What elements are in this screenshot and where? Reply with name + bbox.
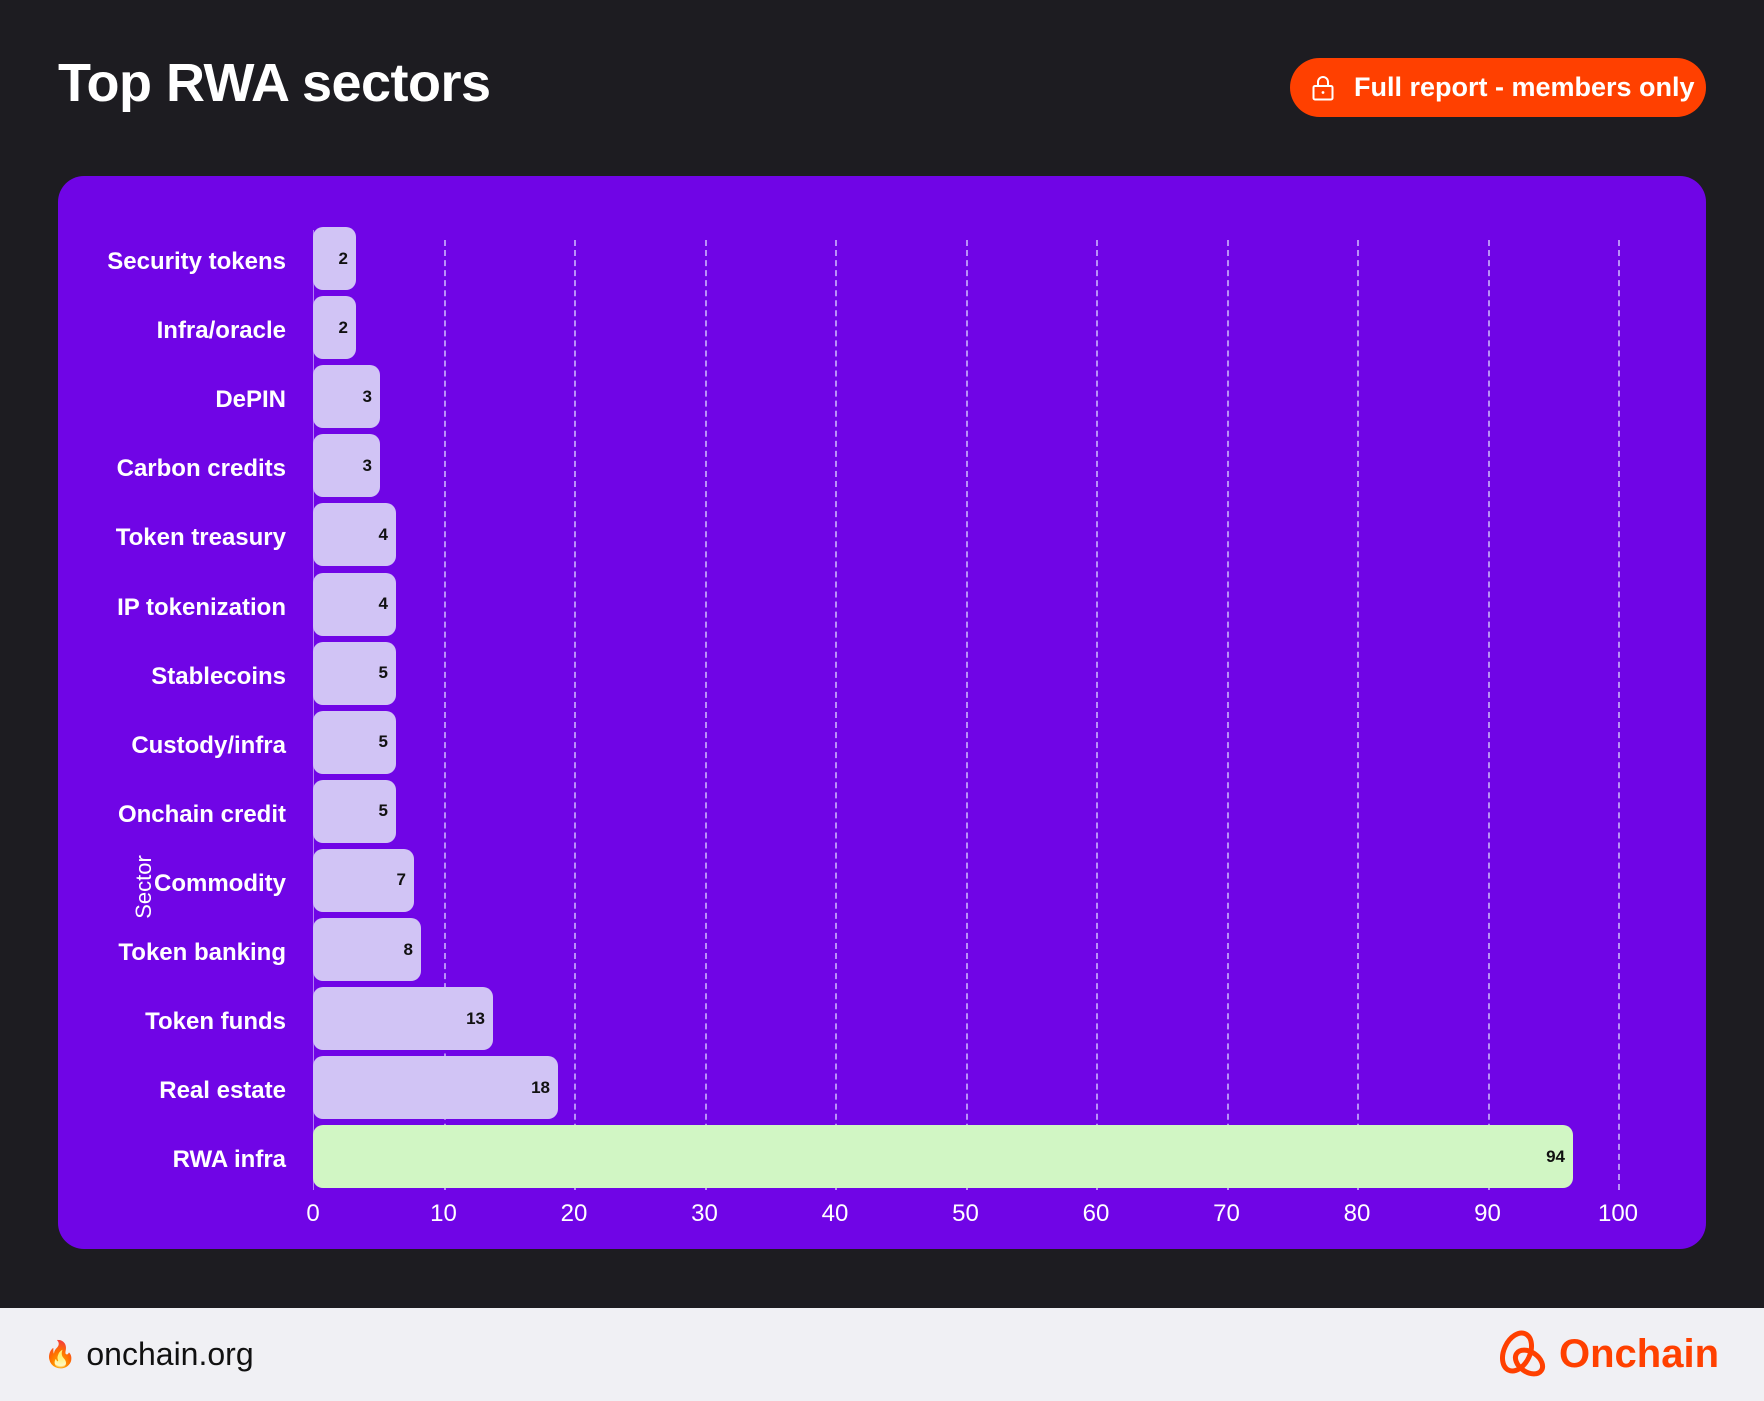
bar-value-label: 5 xyxy=(378,801,388,821)
category-label: RWA infra xyxy=(172,1146,286,1174)
bar-value-label: 3 xyxy=(362,386,372,406)
category-label: Stablecoins xyxy=(151,662,286,690)
category-label: Carbon credits xyxy=(116,455,286,483)
full-report-label: Full report - members only xyxy=(1354,72,1695,102)
bar-value-label: 13 xyxy=(466,1008,485,1028)
bar[interactable]: 8 xyxy=(313,918,421,981)
site-link[interactable]: 🔥 onchain.org xyxy=(44,1336,254,1373)
bar[interactable]: 5 xyxy=(313,641,396,705)
brand-name: Onchain xyxy=(1559,1331,1720,1376)
category-label: Token banking xyxy=(118,939,286,966)
bar-value-label: 5 xyxy=(378,663,388,683)
zero-axis-line xyxy=(313,230,314,1190)
x-tick-label: 70 xyxy=(1213,1200,1240,1227)
x-tick-label: 80 xyxy=(1343,1200,1371,1227)
category-label: Commodity xyxy=(154,869,286,897)
category-label: Real estate xyxy=(159,1077,286,1105)
bar[interactable]: 2 xyxy=(313,227,356,290)
category-label: Onchain credit xyxy=(117,800,286,828)
full-report-button[interactable]: Full report - members only xyxy=(1290,58,1706,117)
bar-value-label: 2 xyxy=(338,248,348,268)
category-label: DePIN xyxy=(215,386,286,414)
gridline xyxy=(1487,240,1490,1190)
bar-value-label: 2 xyxy=(338,317,348,337)
x-tick-label: 10 xyxy=(430,1200,457,1227)
bar-value-label: 4 xyxy=(378,594,388,613)
gridline xyxy=(835,240,837,1190)
category-label: Security tokens xyxy=(107,248,286,275)
bar[interactable]: 3 xyxy=(313,365,380,429)
brand-logo: Onchain xyxy=(1497,1328,1719,1380)
chart-card: Sector 0 10 20 30 40 50 60 70 80 90 100 Security to… xyxy=(58,176,1706,1249)
footer: 🔥 onchain.org Onchain xyxy=(0,1308,1764,1401)
gridline xyxy=(1618,240,1620,1190)
site-label: onchain.org xyxy=(86,1336,254,1372)
bar[interactable]: 5 xyxy=(313,779,396,843)
gridline xyxy=(1226,240,1229,1190)
bar-value-label: 8 xyxy=(403,939,413,959)
x-tick-label: 60 xyxy=(1082,1200,1110,1227)
category-label: Infra/oracle xyxy=(156,317,286,345)
bar[interactable]: 4 xyxy=(313,572,396,636)
bar[interactable]: 4 xyxy=(313,503,396,567)
bar-value-label: 3 xyxy=(362,455,372,475)
lock-icon xyxy=(1312,75,1334,100)
category-label: Token treasury xyxy=(115,524,286,552)
bar[interactable]: 13 xyxy=(313,987,493,1051)
bar-value-label: 4 xyxy=(378,524,388,544)
fire-icon: 🔥 xyxy=(44,1339,77,1369)
x-tick-label: 0 xyxy=(306,1200,320,1227)
bar[interactable]: 7 xyxy=(313,848,414,912)
category-label: Token funds xyxy=(145,1008,286,1036)
x-tick-label: 90 xyxy=(1474,1200,1501,1227)
bar-value-label: 7 xyxy=(396,870,406,890)
category-label: IP tokenization xyxy=(117,593,286,621)
page-title: Top RWA sectors xyxy=(58,53,491,113)
bar-value-label: 5 xyxy=(378,732,388,752)
gridline xyxy=(443,240,446,1190)
x-tick-label: 100 xyxy=(1597,1200,1639,1227)
category-label: Custody/infra xyxy=(131,731,286,759)
gridline xyxy=(1096,240,1098,1190)
bar-value-label: 94 xyxy=(1546,1146,1565,1166)
bar[interactable]: 5 xyxy=(313,710,396,774)
x-tick-label: 50 xyxy=(952,1200,979,1227)
bar[interactable]: 18 xyxy=(313,1056,558,1120)
x-tick-label: 30 xyxy=(691,1200,718,1227)
bar[interactable]: 94 xyxy=(313,1125,1573,1189)
x-tick-label: 40 xyxy=(821,1200,849,1227)
gridline xyxy=(1357,240,1359,1190)
onchain-logo-icon xyxy=(1499,1330,1546,1377)
gridline xyxy=(704,240,707,1190)
bar[interactable]: 2 xyxy=(313,296,356,360)
bar-value-label: 18 xyxy=(531,1077,550,1097)
gridline xyxy=(574,240,576,1190)
x-tick-label: 20 xyxy=(560,1200,588,1227)
gridline xyxy=(965,240,968,1190)
bar[interactable]: 3 xyxy=(313,434,380,498)
